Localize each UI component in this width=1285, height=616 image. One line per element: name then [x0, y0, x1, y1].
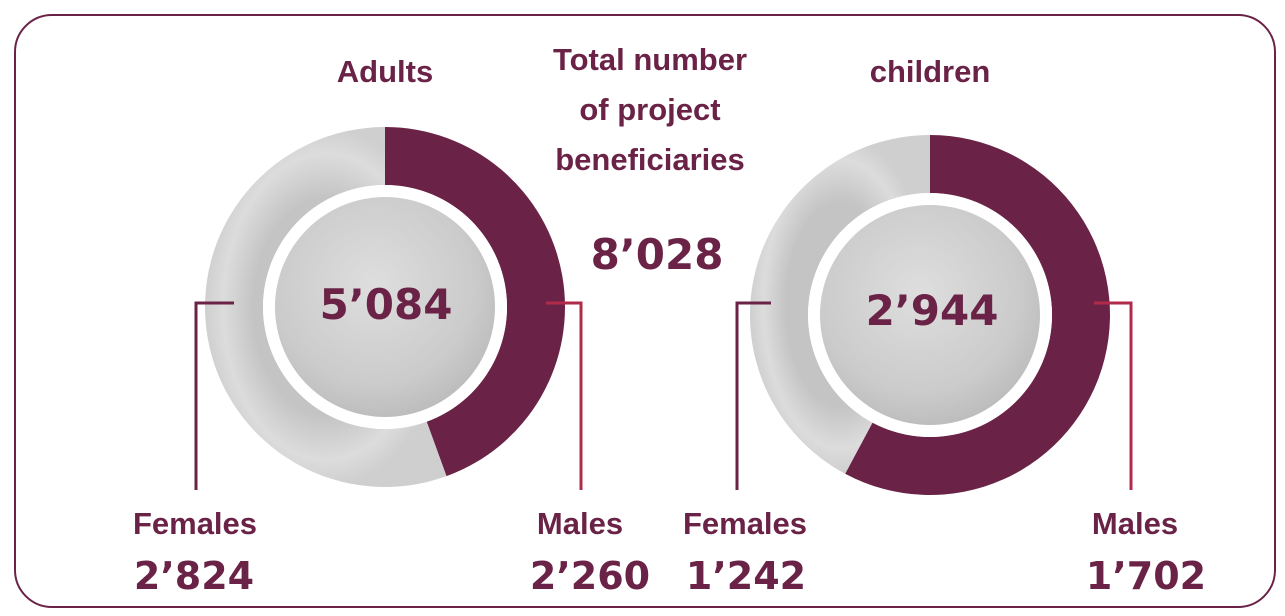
children-females-leader	[735, 301, 771, 490]
total-title-line-2: of project	[579, 92, 721, 127]
adults-males-leader	[546, 301, 583, 490]
total-title-line-1: Total number	[552, 42, 748, 77]
children-males-leader	[1094, 301, 1133, 490]
adults-males-label: Males	[536, 506, 624, 541]
leader-lines	[194, 301, 1133, 490]
donut-slice-females	[205, 127, 447, 487]
children-title: children	[869, 54, 991, 89]
donut-centre	[820, 205, 1040, 425]
children-males-label: Males	[1091, 506, 1179, 541]
children-total-value: 2٬944	[865, 286, 999, 335]
card-frame	[14, 14, 1276, 608]
adults-females-value: 2٬824	[133, 554, 255, 598]
total-title-line-3: beneficiaries	[555, 142, 745, 177]
donut-slice-males	[845, 135, 1110, 495]
adults-females-label: Females	[132, 506, 258, 541]
donut-centre	[275, 197, 495, 417]
children-females-label: Females	[682, 506, 808, 541]
total-value: 8٬028	[590, 230, 724, 279]
donut-slice-females	[749, 135, 930, 474]
donut-slice-males	[385, 127, 566, 477]
adults-title: Adults	[336, 54, 434, 89]
adults-males-value: 2٬260	[529, 554, 651, 598]
adults-females-leader	[194, 301, 234, 490]
adults-donut	[205, 127, 566, 487]
adults-total-value: 5٬084	[319, 280, 453, 329]
children-females-value: 1٬242	[685, 554, 807, 598]
children-males-value: 1٬702	[1085, 554, 1207, 598]
children-donut	[749, 135, 1110, 495]
